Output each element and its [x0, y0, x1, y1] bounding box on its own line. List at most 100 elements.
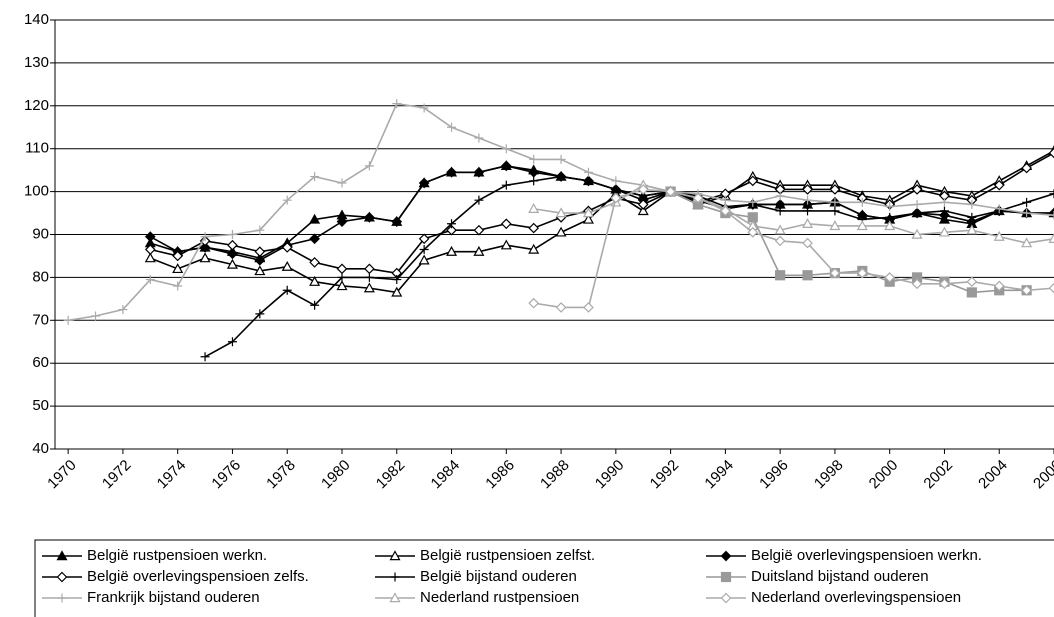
marker [939, 197, 949, 207]
marker [856, 267, 868, 279]
y-tick-label: 90 [32, 225, 49, 242]
marker [173, 281, 183, 291]
marker [583, 302, 594, 313]
marker [1021, 284, 1032, 296]
x-tick-label: 2004 [975, 457, 1011, 493]
marker [199, 252, 211, 263]
y-tick-label: 40 [32, 440, 49, 457]
marker [911, 184, 923, 195]
x-tick-label: 1988 [537, 457, 573, 493]
marker [336, 280, 348, 291]
marker [583, 176, 593, 186]
marker [637, 205, 649, 216]
marker [720, 571, 732, 583]
marker [994, 204, 1004, 214]
x-tick-label: 1972 [99, 457, 135, 493]
marker [802, 218, 814, 228]
marker [528, 222, 540, 234]
marker [966, 276, 978, 288]
series-line [204, 175, 1054, 358]
marker [966, 224, 978, 235]
marker [227, 239, 238, 251]
marker [1049, 189, 1054, 199]
marker [829, 184, 841, 195]
marker [336, 263, 348, 275]
marker [803, 195, 813, 205]
marker [966, 287, 977, 298]
marker [939, 206, 949, 216]
marker [227, 230, 237, 239]
marker [336, 216, 348, 227]
x-tick-label: 1982 [373, 457, 409, 493]
x-tick-label: 1970 [44, 457, 80, 493]
marker [967, 212, 977, 222]
marker [555, 226, 567, 237]
marker [501, 144, 511, 154]
marker [993, 179, 1005, 191]
marker [611, 176, 621, 186]
y-tick-label: 120 [24, 97, 49, 114]
marker [1022, 197, 1032, 207]
marker [446, 166, 457, 178]
marker [582, 207, 594, 218]
marker [364, 211, 375, 223]
marker [637, 199, 649, 210]
y-tick-label: 70 [32, 311, 49, 328]
marker [254, 254, 266, 266]
x-tick-label: 2002 [920, 457, 956, 493]
marker [91, 311, 101, 321]
marker [1021, 162, 1032, 174]
marker [555, 207, 567, 218]
marker [473, 224, 485, 236]
marker [57, 593, 67, 603]
marker [1048, 282, 1054, 294]
marker [255, 309, 265, 319]
marker [830, 206, 840, 216]
marker [1049, 210, 1054, 220]
marker [144, 244, 156, 255]
marker [803, 206, 813, 216]
marker [529, 154, 539, 164]
legend-label: Nederland overlevingspensioen [751, 589, 961, 606]
x-tick-label: 1992 [647, 457, 683, 493]
marker [63, 315, 73, 325]
marker [829, 267, 841, 279]
marker [390, 572, 400, 582]
marker [145, 275, 155, 285]
marker [993, 280, 1005, 292]
marker [856, 220, 868, 231]
marker [118, 305, 128, 315]
marker [418, 177, 430, 189]
marker [199, 242, 211, 253]
marker [802, 184, 813, 195]
series-line [533, 184, 1054, 244]
marker [884, 272, 896, 283]
marker [364, 272, 374, 282]
marker [226, 258, 238, 269]
marker [419, 103, 429, 113]
y-tick-label: 140 [24, 11, 49, 28]
marker [556, 154, 566, 164]
x-tick-label: 1998 [811, 457, 847, 493]
marker [993, 230, 1005, 241]
y-tick-label: 100 [24, 183, 49, 200]
legend-box [34, 539, 1054, 617]
marker [938, 226, 950, 237]
series-line [150, 150, 1054, 294]
y-tick-label: 80 [32, 268, 49, 285]
legend-label: België bijstand ouderen [420, 568, 577, 585]
marker [227, 248, 238, 260]
marker [830, 197, 840, 207]
marker [500, 239, 512, 250]
marker [389, 592, 401, 603]
marker [144, 231, 156, 242]
series-line [150, 152, 1054, 274]
marker [1048, 233, 1054, 243]
marker [363, 282, 375, 293]
marker [1022, 208, 1032, 218]
marker [309, 213, 321, 224]
legend-label: België rustpensioen werkn. [87, 547, 267, 564]
marker [610, 192, 622, 204]
marker [912, 208, 922, 218]
marker [1048, 147, 1054, 159]
